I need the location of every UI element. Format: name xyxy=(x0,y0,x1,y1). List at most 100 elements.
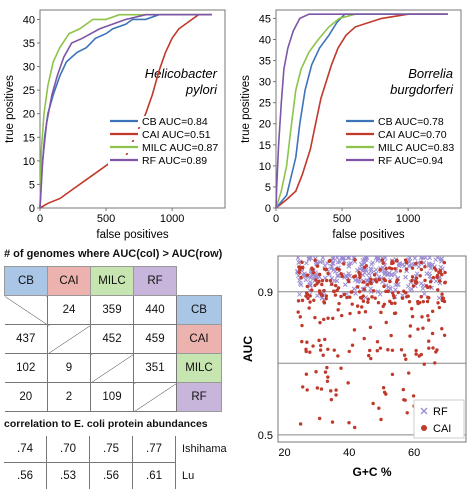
cai-point xyxy=(320,282,324,287)
cai-point xyxy=(426,318,431,322)
cai-point xyxy=(384,320,388,325)
row-header-cai: CAI xyxy=(176,324,222,354)
cai-point xyxy=(419,267,424,272)
table-cell: .75 xyxy=(89,436,133,463)
table-cell: 9 xyxy=(47,353,91,383)
cai-point xyxy=(323,337,327,342)
series-line-milc xyxy=(39,13,212,209)
rf-point xyxy=(352,277,358,283)
y-tick-label: 0.9 xyxy=(258,287,273,299)
cai-point xyxy=(335,288,339,293)
cai-point xyxy=(305,388,309,392)
corner-blank xyxy=(177,267,222,296)
cai-point xyxy=(427,346,431,350)
cai-point xyxy=(347,279,351,284)
cai-point xyxy=(320,278,325,283)
rf-point xyxy=(416,264,422,270)
cai-point xyxy=(301,385,305,389)
cai-point xyxy=(388,279,392,284)
cai-point xyxy=(350,290,354,294)
rf-point xyxy=(375,289,381,294)
rf-point xyxy=(320,255,326,261)
cai-point xyxy=(306,296,310,301)
cai-point xyxy=(326,347,330,351)
cai-point xyxy=(313,258,317,262)
cai-point xyxy=(392,311,397,316)
matrix-title: # of genomes where AUC(col) > AUC(row) xyxy=(4,248,223,260)
cai-point xyxy=(394,259,399,263)
cai-point xyxy=(353,425,357,430)
cai-point xyxy=(329,397,334,402)
rf-point xyxy=(335,273,340,279)
rf-point xyxy=(406,257,412,262)
series-line-cai xyxy=(39,13,212,209)
cai-point xyxy=(317,272,322,277)
legend-bg xyxy=(108,116,224,127)
column-header-cb: CB xyxy=(4,266,48,296)
cai-point xyxy=(308,350,312,354)
y-tick-label: 40 xyxy=(23,14,35,26)
cai-point xyxy=(389,333,393,338)
x-tick-label: 1000 xyxy=(160,213,184,225)
rf-point xyxy=(344,274,350,279)
cai-point xyxy=(328,278,333,283)
cai-point xyxy=(358,295,363,300)
cai-point xyxy=(331,289,336,293)
y-tick-label: 5 xyxy=(29,179,35,191)
legend-label-cb: CB AUC=0.84 xyxy=(142,116,208,128)
y-tick-label: 10 xyxy=(259,161,271,173)
cai-point xyxy=(382,284,386,289)
cai-point xyxy=(352,328,357,332)
cai-point xyxy=(327,259,331,263)
cai-point xyxy=(381,261,385,265)
cai-point xyxy=(427,339,431,343)
cai-point xyxy=(410,306,414,311)
cai-point xyxy=(414,261,418,266)
cai-point xyxy=(357,290,362,294)
cai-point xyxy=(396,290,401,295)
legend-label-milc: MILC AUC=0.83 xyxy=(378,142,454,154)
cai-point xyxy=(419,295,423,299)
auc-comparison-panel: # of genomes where AUC(col) > AUC(row) C… xyxy=(2,248,238,493)
table-cell xyxy=(133,382,177,412)
table-cell: 20 xyxy=(4,382,48,412)
cai-point xyxy=(304,291,309,295)
cai-point xyxy=(324,278,329,283)
rf-point xyxy=(314,274,320,280)
cai-point xyxy=(325,379,330,383)
table-cell: 351 xyxy=(133,353,177,383)
cai-point xyxy=(419,260,424,265)
y-tick-label: 30 xyxy=(259,77,271,89)
cai-point xyxy=(425,299,430,304)
rf-point xyxy=(439,256,445,262)
cai-point xyxy=(368,325,373,330)
cai-point xyxy=(339,366,343,370)
cai-point xyxy=(318,320,322,325)
cai-point xyxy=(300,298,305,303)
rf-point xyxy=(328,266,334,271)
cai-point xyxy=(318,291,322,295)
cai-point xyxy=(348,295,352,299)
cai-point xyxy=(353,258,357,262)
cai-point xyxy=(381,386,386,390)
cai-point xyxy=(431,275,436,280)
cai-point xyxy=(361,299,366,303)
table-header-row: CB CAI MILC RF xyxy=(4,266,222,296)
cai-point xyxy=(305,273,310,277)
cai-point xyxy=(428,280,433,284)
cai-point xyxy=(304,347,308,352)
table-cell: .61 xyxy=(132,462,176,489)
legend-label-cai: CAI AUC=0.51 xyxy=(142,129,211,141)
cai-point xyxy=(366,300,370,304)
cai-point xyxy=(369,277,373,281)
correlation-title: correlation to E. coli protein abundance… xyxy=(4,418,208,430)
rf-point xyxy=(393,287,398,293)
cai-point xyxy=(428,285,432,289)
cai-point xyxy=(431,346,435,350)
auc-comparison-table: CB CAI MILC RF 24 359 440 CB 437 452 459… xyxy=(4,266,222,412)
cai-point xyxy=(399,348,404,352)
y-tick-label: 0.5 xyxy=(258,430,273,442)
rf-point xyxy=(368,286,374,291)
cai-point xyxy=(410,314,415,319)
rf-point xyxy=(346,261,352,267)
